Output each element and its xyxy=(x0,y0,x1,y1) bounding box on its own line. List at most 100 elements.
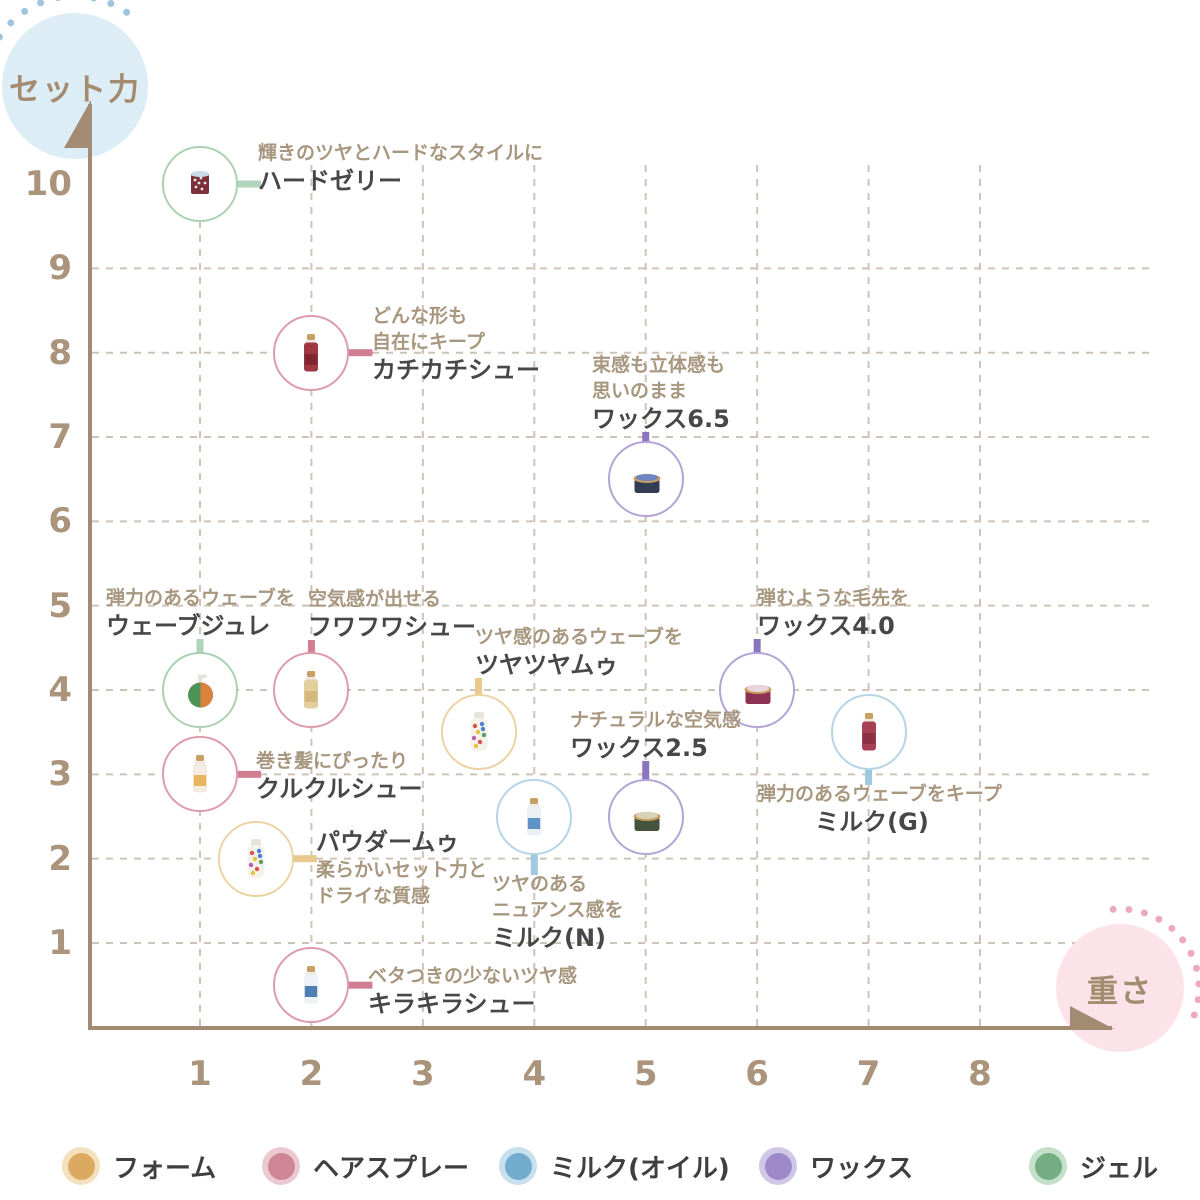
product-name: ワックス6.5 xyxy=(592,405,730,433)
product-icon xyxy=(188,674,213,708)
y-axis-bubble: セット力 xyxy=(2,13,148,159)
y-tick-label: 7 xyxy=(48,417,72,458)
decorative-dots xyxy=(1109,905,1117,913)
product-name: カチカチシュー xyxy=(372,356,540,384)
product-caption: 輝きのツヤとハードなスタイルに xyxy=(258,142,544,164)
decorative-dots xyxy=(1125,906,1133,914)
decorative-dots xyxy=(1187,949,1195,957)
product-icon xyxy=(744,685,772,704)
product-marker-1 xyxy=(162,146,238,223)
product-marker-2 xyxy=(273,314,350,391)
legend-item-gel: ジェル xyxy=(1029,1146,1158,1186)
product-caption: 自在にキープ xyxy=(372,331,485,353)
product-name: ハードゼリー xyxy=(258,167,402,195)
legend-label: ワックス xyxy=(810,1153,914,1184)
product-name: ワックス4.0 xyxy=(757,612,895,640)
product-name: パウダームゥ xyxy=(316,828,460,856)
connector-line xyxy=(290,855,317,863)
product-caption: どんな形も xyxy=(372,305,468,327)
legend-dot-icon xyxy=(499,1147,537,1185)
product-caption: 束感も立体感も xyxy=(592,354,726,376)
decorative-dots xyxy=(1179,936,1187,944)
y-tick-label: 6 xyxy=(48,501,72,542)
product-label-3: 束感も立体感も 思いのまま ワックス6.5 xyxy=(592,352,730,434)
product-caption: 巻き髪にぴったり xyxy=(256,750,409,772)
y-tick-label: 9 xyxy=(48,248,72,289)
product-caption: 弾力のあるウェーブをキープ xyxy=(757,783,1002,805)
decorative-dots xyxy=(90,0,97,2)
y-tick-label: 2 xyxy=(48,838,72,879)
product-icon xyxy=(633,811,661,831)
product-caption: 空気感が出せる xyxy=(308,588,442,610)
connector-line xyxy=(346,349,373,357)
decorative-dots xyxy=(1155,915,1163,923)
product-icon xyxy=(190,171,210,195)
product-icon xyxy=(304,333,319,372)
product-marker-9 xyxy=(162,736,238,813)
product-marker-4 xyxy=(162,652,238,728)
product-label-5: 空気感が出せるフワフワシュー xyxy=(308,586,476,642)
product-caption: ツヤ感のあるウェーブを xyxy=(475,626,683,648)
product-label-7: 弾むような毛先をワックス4.0 xyxy=(757,585,909,641)
decorative-dots xyxy=(1190,1011,1198,1019)
legend-item-foam: フォーム xyxy=(62,1146,216,1186)
y-tick-label: 10 xyxy=(24,164,72,205)
y-tick-label: 5 xyxy=(48,585,72,626)
product-label-11: ツヤのある ニュアンス感を ミルク(N) xyxy=(492,871,623,953)
decorative-dots xyxy=(1195,980,1200,988)
legend-label: ミルク(オイル) xyxy=(550,1153,730,1184)
decorative-dots xyxy=(1168,924,1176,932)
legend-dot-inner xyxy=(267,1152,295,1180)
legend-item-spray: ヘアスプレー xyxy=(262,1146,469,1186)
decorative-dots xyxy=(0,33,4,41)
product-caption: ニュアンス感を xyxy=(492,899,624,921)
x-axis-bubble: 重さ xyxy=(1056,924,1184,1052)
product-caption: ベタつきの少ないツヤ感 xyxy=(368,965,578,987)
product-icon xyxy=(527,797,542,835)
product-name: ウェーブジュレ xyxy=(106,612,271,640)
y-tick-label: 4 xyxy=(48,670,72,710)
x-tick-label: 8 xyxy=(968,1054,992,1094)
product-marker-7 xyxy=(719,652,796,728)
product-icon xyxy=(304,966,319,1004)
x-tick-label: 3 xyxy=(411,1054,435,1094)
product-caption: ナチュラルな空気感 xyxy=(570,709,742,731)
product-caption: 弾むような毛先を xyxy=(757,587,910,609)
legend-dot-icon xyxy=(62,1147,100,1185)
legend-label: ヘアスプレー xyxy=(313,1153,470,1184)
legend-dot-inner xyxy=(1034,1152,1062,1180)
legend-dot-inner xyxy=(504,1152,532,1180)
decorative-dots xyxy=(21,7,29,15)
product-marker-6 xyxy=(440,694,517,771)
decorative-dots xyxy=(37,0,45,7)
product-label-13: ベタつきの少ないツヤ感 キラキラシュー xyxy=(368,963,577,1019)
legend-item-milk: ミルク(オイル) xyxy=(499,1146,730,1186)
x-axis-label: 重さ xyxy=(1087,973,1153,1010)
decorative-dots xyxy=(55,0,61,2)
legend-dot-icon xyxy=(262,1147,300,1185)
y-tick-label: 3 xyxy=(48,754,72,795)
y-tick-label: 8 xyxy=(48,332,72,373)
x-tick-label: 7 xyxy=(856,1054,881,1094)
product-icon xyxy=(304,671,319,709)
product-icon xyxy=(470,712,488,752)
x-tick-label: 6 xyxy=(745,1054,769,1094)
product-icon xyxy=(633,474,661,494)
decorative-dots xyxy=(1192,964,1200,972)
product-marker-13 xyxy=(273,947,350,1024)
legend-item-wax: ワックス xyxy=(759,1146,913,1186)
product-name: フワフワシュー xyxy=(308,613,476,641)
product-marker-12 xyxy=(217,820,294,897)
product-label-9: 巻き髪にぴったり クルクルシュー xyxy=(256,748,423,804)
product-marker-11 xyxy=(496,778,573,855)
x-tick-label: 4 xyxy=(522,1054,547,1094)
x-tick-label: 5 xyxy=(633,1054,658,1094)
x-tick-label: 1 xyxy=(188,1054,212,1094)
product-label-1: 輝きのツヤとハードなスタイルにハードゼリー xyxy=(258,140,543,196)
product-marker-3 xyxy=(607,441,684,518)
legend-dot-icon xyxy=(1029,1147,1067,1185)
product-marker-10 xyxy=(607,778,684,855)
product-label-12: パウダームゥ 柔らかいセット力と ドライな質感 xyxy=(316,827,487,909)
legend-label: フォーム xyxy=(113,1153,217,1184)
